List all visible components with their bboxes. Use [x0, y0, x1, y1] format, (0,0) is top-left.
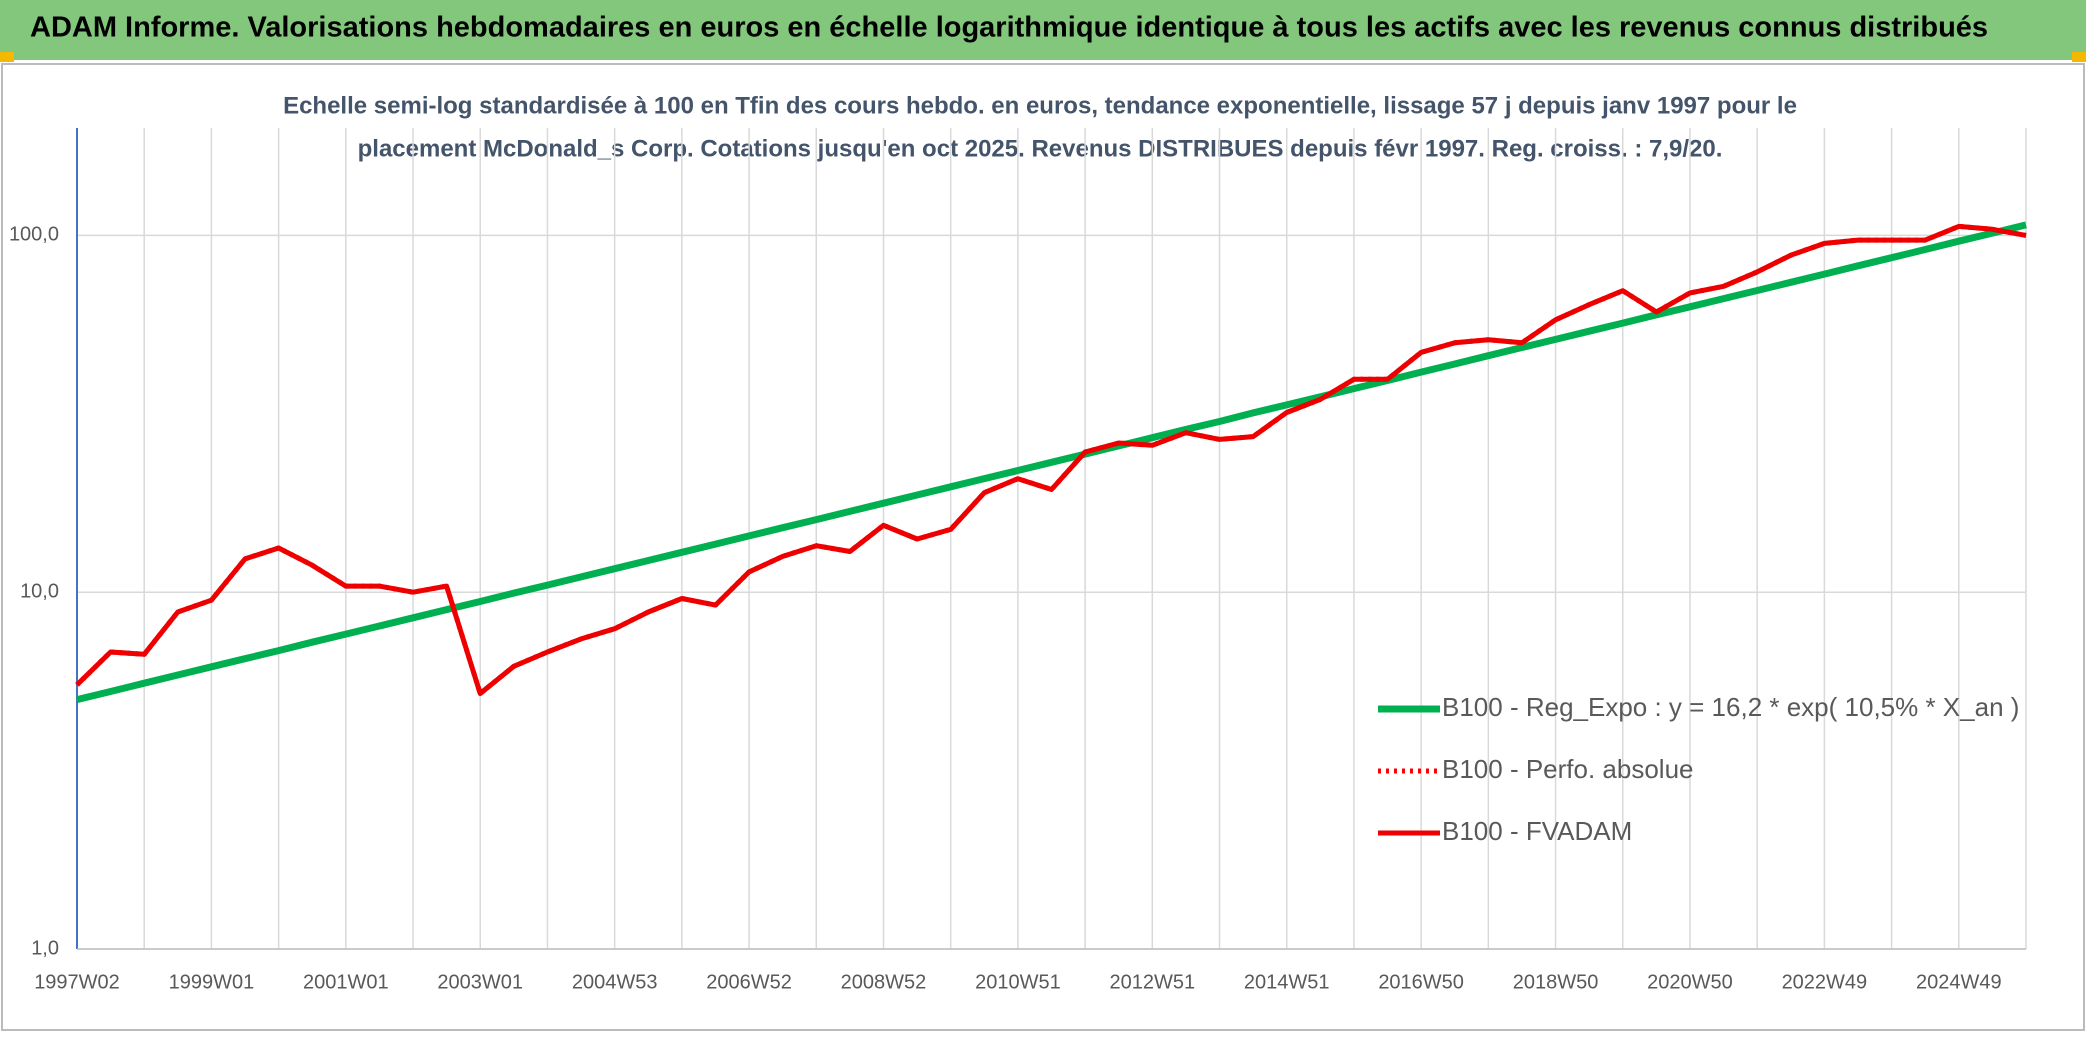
y-tick-label: 100,0	[9, 224, 59, 246]
x-tick-label: 1997W02	[34, 971, 120, 993]
series-line	[76, 221, 2027, 704]
chart-title: ADAM Informe. Valorisations hebdomadaire…	[30, 12, 1988, 44]
x-tick-label: 2004W53	[572, 971, 658, 993]
corner-marker	[2072, 52, 2086, 62]
x-tick-label: 2006W52	[706, 971, 792, 993]
series-line	[75, 223, 2027, 696]
legend-label: B100 - Perfo. absolue	[1442, 754, 1694, 784]
legend-label: B100 - Reg_Expo : y = 16,2 * exp( 10,5% …	[1442, 692, 2019, 722]
chart-frame	[1, 63, 2085, 1031]
x-tick-label: 1999W01	[169, 971, 255, 993]
x-tick-label: 2022W49	[1782, 971, 1868, 993]
x-tick-label: 2001W01	[303, 971, 389, 993]
x-tick-label: 2003W01	[437, 971, 523, 993]
subtitle: Echelle semi-log standardisée à 100 en T…	[283, 92, 1797, 119]
y-tick-label: 10,0	[20, 580, 59, 602]
x-tick-label: 2010W51	[975, 971, 1061, 993]
x-tick-label: 2016W50	[1378, 971, 1464, 993]
x-tick-label: 2020W50	[1647, 971, 1733, 993]
title-bar	[0, 0, 2086, 60]
x-tick-label: 2012W51	[1109, 971, 1195, 993]
y-tick-label: 1,0	[31, 937, 59, 959]
x-tick-label: 2018W50	[1513, 971, 1599, 993]
legend-label: B100 - FVADAM	[1442, 816, 1632, 846]
corner-marker	[0, 52, 14, 62]
x-tick-label: 2024W49	[1916, 971, 2002, 993]
x-tick-label: 2014W51	[1244, 971, 1330, 993]
subtitle: placement McDonald_s Corp. Cotations jus…	[358, 135, 1723, 162]
x-tick-label: 2008W52	[841, 971, 927, 993]
